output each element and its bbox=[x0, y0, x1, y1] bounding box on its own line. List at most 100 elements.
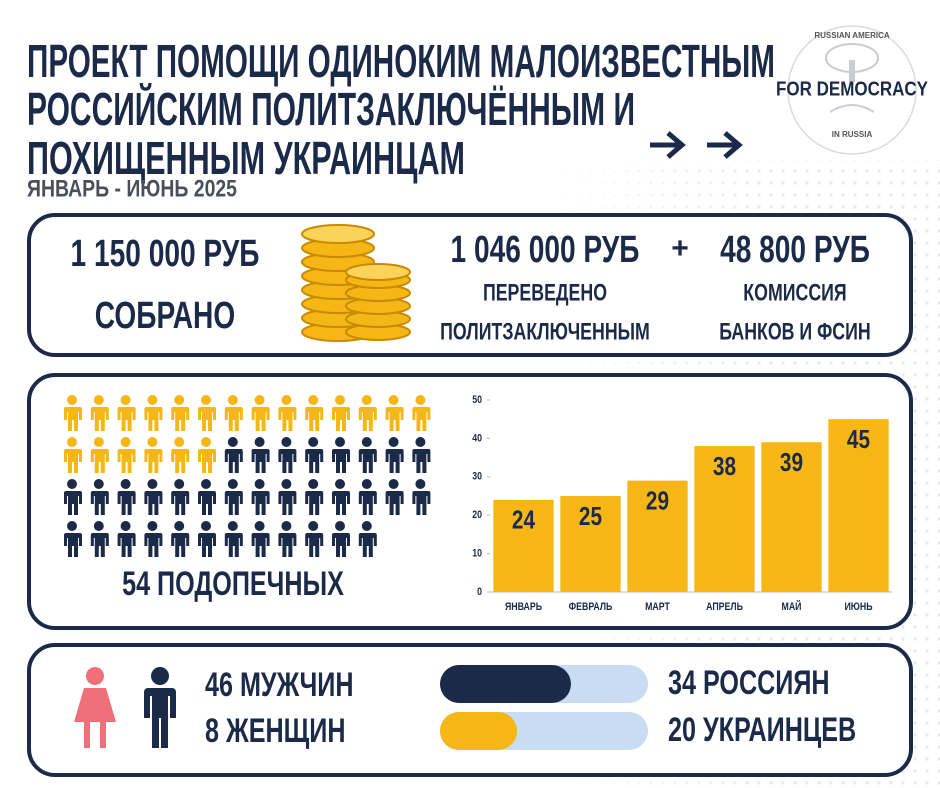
person-icon bbox=[90, 521, 109, 557]
person-icon bbox=[224, 479, 243, 515]
person-icon bbox=[171, 395, 190, 431]
person-head bbox=[147, 521, 158, 531]
person-head bbox=[308, 479, 319, 489]
person-head bbox=[361, 395, 372, 405]
person-body bbox=[278, 533, 297, 557]
gender-label: 8 ЖЕНЩИН bbox=[205, 712, 345, 750]
person-icon bbox=[144, 521, 163, 557]
person-icon bbox=[251, 521, 270, 557]
logo-main: FOR DEMOCRACY bbox=[776, 77, 929, 100]
person-icon bbox=[278, 395, 297, 431]
y-tick-label: 30 bbox=[472, 471, 482, 483]
person-body bbox=[117, 533, 136, 557]
person-head bbox=[308, 437, 319, 447]
person-head bbox=[93, 437, 104, 447]
person-head bbox=[147, 395, 158, 405]
person-icon bbox=[358, 521, 377, 557]
logo-top: RUSSIAN AMERICA bbox=[814, 31, 889, 40]
person-icon bbox=[198, 479, 216, 515]
bar bbox=[627, 480, 688, 592]
person-icon bbox=[224, 395, 243, 431]
person-body bbox=[251, 407, 270, 431]
arrows bbox=[650, 131, 743, 159]
person-head bbox=[415, 479, 426, 489]
y-tick-label: 50 bbox=[472, 394, 482, 406]
person-head bbox=[254, 437, 265, 447]
person-head bbox=[415, 437, 426, 447]
person-icon bbox=[412, 479, 431, 515]
value-label: 29 bbox=[646, 486, 669, 515]
man-icon bbox=[144, 667, 176, 748]
bar bbox=[694, 446, 755, 592]
person-head bbox=[174, 521, 185, 531]
person-head bbox=[227, 479, 238, 489]
person-icon bbox=[64, 437, 82, 473]
person-icon bbox=[358, 479, 377, 515]
stat-amount: 1 046 000 РУБ bbox=[451, 229, 640, 271]
person-icon bbox=[385, 437, 404, 473]
person-body bbox=[305, 449, 324, 473]
person-body bbox=[332, 533, 350, 557]
person-body bbox=[278, 491, 297, 515]
person-icon bbox=[251, 395, 270, 431]
person-body bbox=[305, 491, 324, 515]
person-body bbox=[251, 449, 270, 473]
person-body bbox=[385, 449, 404, 473]
person-icon bbox=[64, 521, 82, 557]
value-label: 45 bbox=[847, 425, 870, 454]
person-body bbox=[224, 533, 243, 557]
person-icon bbox=[385, 479, 404, 515]
person-body bbox=[117, 491, 136, 515]
person-head bbox=[335, 395, 345, 405]
person-body bbox=[305, 533, 324, 557]
person-icon bbox=[358, 437, 377, 473]
bar bbox=[560, 496, 621, 592]
person-head bbox=[67, 521, 77, 531]
person-body bbox=[198, 533, 216, 557]
person-icon bbox=[64, 479, 82, 515]
person-icon bbox=[305, 437, 324, 473]
person-body bbox=[412, 449, 431, 473]
value-label: 24 bbox=[512, 506, 535, 535]
person-head bbox=[308, 395, 319, 405]
person-head bbox=[67, 395, 77, 405]
subtitle: ЯНВАРЬ - ИЮНЬ 2025 bbox=[27, 175, 237, 202]
person-body bbox=[224, 407, 243, 431]
person-head bbox=[227, 521, 238, 531]
x-tick-label: ИЮНЬ bbox=[844, 601, 872, 613]
bottom-box bbox=[27, 643, 913, 777]
value-label: 25 bbox=[579, 502, 602, 531]
person-body bbox=[224, 491, 243, 515]
person-icon bbox=[64, 395, 82, 431]
logo-tree bbox=[825, 43, 879, 113]
bar bbox=[493, 499, 554, 592]
person-head bbox=[93, 395, 104, 405]
person-body bbox=[90, 407, 109, 431]
person-body bbox=[412, 491, 431, 515]
person-head bbox=[335, 479, 345, 489]
person-icon bbox=[171, 521, 190, 557]
person-icon bbox=[278, 479, 297, 515]
person-icon bbox=[171, 479, 190, 515]
person-icon bbox=[278, 521, 297, 557]
nationality-label: 20 УКРАИНЦЕВ bbox=[668, 711, 856, 749]
person-head bbox=[281, 437, 292, 447]
person-head bbox=[201, 437, 211, 447]
x-tick-label: ЯНВАРЬ bbox=[505, 601, 542, 613]
person-head bbox=[281, 395, 292, 405]
person-body bbox=[198, 449, 216, 473]
person-icon bbox=[251, 437, 270, 473]
person-icon bbox=[224, 437, 243, 473]
title-line: РОССИЙСКИМ ПОЛИТЗАКЛЮЧЁННЫМ И bbox=[27, 83, 635, 135]
person-body bbox=[171, 533, 190, 557]
person-body bbox=[251, 533, 270, 557]
person-body bbox=[224, 449, 243, 473]
person-body bbox=[144, 533, 163, 557]
person-icon bbox=[332, 395, 350, 431]
person-icon bbox=[305, 395, 324, 431]
person-body bbox=[144, 449, 163, 473]
person-icon bbox=[171, 437, 190, 473]
person-head bbox=[201, 521, 211, 531]
person-icon bbox=[198, 395, 216, 431]
y-tick-label: 20 bbox=[472, 509, 482, 521]
